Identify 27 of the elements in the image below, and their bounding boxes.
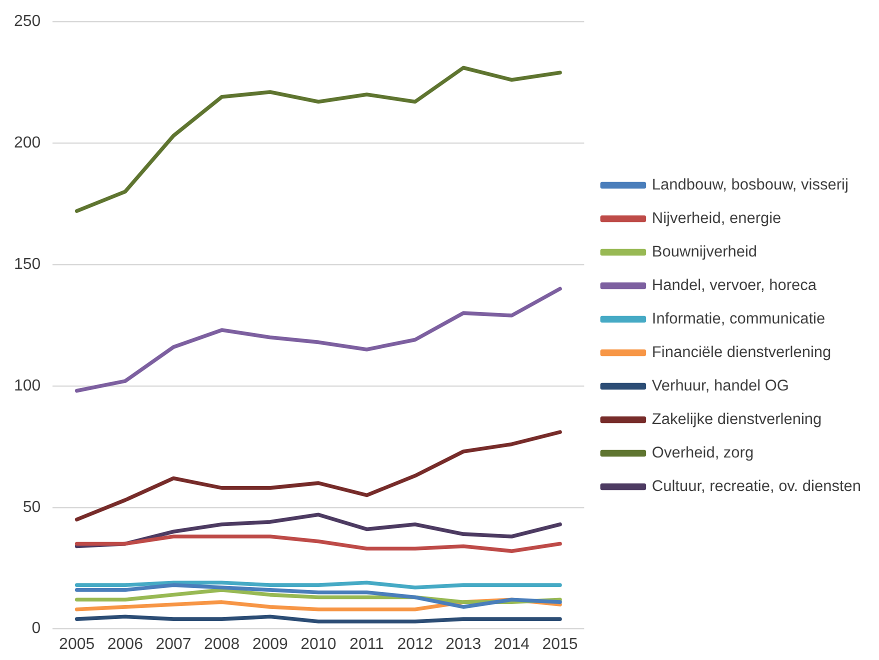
legend-label: Informatie, communicatie [652,310,826,328]
y-tick-label: 250 [14,13,41,30]
y-tick-label: 150 [14,256,41,273]
y-tick-label: 200 [14,134,41,152]
y-tick-label: 0 [32,620,41,638]
legend-label: Bouwnijverheid [652,244,758,261]
legend-label: Cultuur, recreatie, ov. diensten [652,478,861,496]
y-tick-label: 100 [14,377,41,394]
y-tick-label: 50 [22,498,41,516]
x-tick-label: 2008 [204,636,240,653]
x-tick-label: 2014 [494,636,530,653]
legend-label: Financiële dienstverlening [652,344,832,362]
legend-label: Verhuur, handel OG [652,378,789,395]
legend-label: Landbouw, bosbouw, visserij [652,176,848,194]
x-tick-label: 2013 [446,636,482,653]
x-tick-label: 2012 [397,636,433,653]
x-tick-label: 2015 [542,636,578,653]
x-tick-label: 2010 [300,636,336,653]
x-tick-label: 2009 [252,636,288,653]
legend-label: Nijverheid, energie [652,210,782,228]
x-tick-label: 2011 [350,636,384,653]
x-tick-label: 2007 [156,636,192,653]
legend-label: Overheid, zorg [652,444,754,462]
x-tick-label: 2005 [59,636,95,653]
legend-label: Handel, vervoer, horeca [652,277,817,294]
legend-label: Zakelijke dienstverlening [652,411,822,428]
x-tick-label: 2006 [107,636,144,653]
